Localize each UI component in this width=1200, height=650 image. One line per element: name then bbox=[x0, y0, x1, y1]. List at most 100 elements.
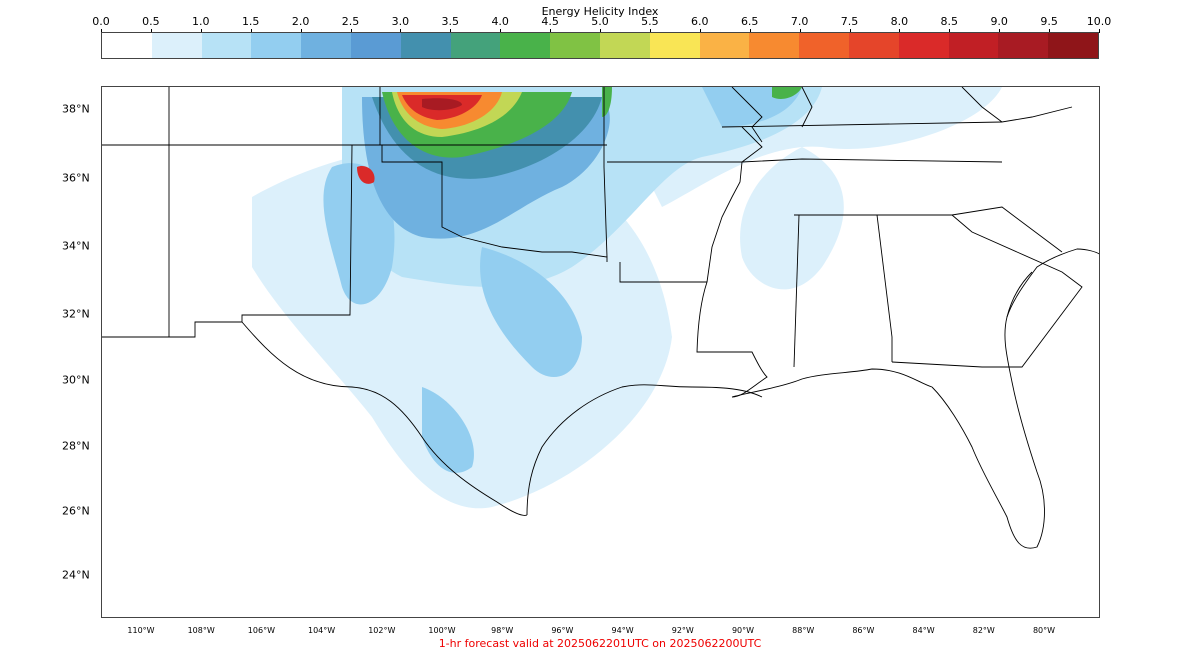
ar-mo-border bbox=[607, 126, 763, 163]
colorbar-tick-mark bbox=[250, 29, 252, 33]
colorbar-tick-mark bbox=[350, 29, 352, 33]
colorbar-tick-label: 2.0 bbox=[291, 15, 310, 28]
colorbar-tick-mark bbox=[849, 29, 851, 33]
louisiana-border bbox=[619, 262, 768, 398]
forecast-caption: 1-hr forecast valid at 2025062201UTC on … bbox=[438, 637, 762, 650]
field-blue-south bbox=[422, 387, 474, 473]
lon-label: 86°W bbox=[852, 626, 875, 635]
colorbar-tick-mark bbox=[101, 29, 102, 33]
colorbar-segment bbox=[898, 33, 949, 58]
colorbar-segment bbox=[699, 33, 750, 58]
field-blue-west bbox=[323, 163, 395, 305]
colorbar-tick-mark bbox=[200, 29, 202, 33]
colorbar-segment bbox=[998, 33, 1049, 58]
colorbar-tick-label: 5.5 bbox=[641, 15, 659, 28]
colorbar-tick-mark bbox=[1099, 29, 1100, 33]
colorbar bbox=[101, 32, 1099, 59]
colorbar-tick-mark bbox=[150, 29, 152, 33]
colorbar-segment bbox=[848, 33, 899, 58]
colorbar-segment bbox=[649, 33, 700, 58]
field-darkred bbox=[422, 98, 462, 111]
field-panhandle-red bbox=[357, 166, 375, 184]
kentucky-border bbox=[721, 121, 1003, 128]
northern-borders bbox=[731, 87, 763, 143]
gulf-coastline bbox=[731, 368, 933, 398]
colorbar-tick-mark bbox=[400, 29, 402, 33]
lon-label: 94°W bbox=[611, 626, 634, 635]
colorbar-tick-label: 0.5 bbox=[142, 15, 160, 28]
lon-label: 90°W bbox=[731, 626, 755, 635]
colorbar-tick-mark bbox=[500, 29, 502, 33]
colorbar-tick-mark bbox=[749, 29, 751, 33]
colorbar-segment bbox=[151, 33, 202, 58]
colorbar-tick-label: 0.0 bbox=[92, 15, 110, 28]
texas-border-south bbox=[241, 321, 528, 516]
colorbar-tick-mark bbox=[300, 29, 302, 33]
south-carolina-border bbox=[951, 206, 1063, 253]
lon-label: 80°W bbox=[1032, 626, 1056, 635]
lat-label: 28°N bbox=[62, 439, 90, 453]
field-green-far-north bbox=[772, 87, 802, 99]
georgia-border bbox=[877, 214, 1083, 368]
colorbar-segment bbox=[500, 33, 551, 58]
lon-label: 100°W bbox=[428, 626, 456, 635]
ohio-border bbox=[801, 87, 813, 128]
lon-label: 88°W bbox=[792, 626, 815, 635]
forecast-map bbox=[102, 87, 1099, 549]
colorbar-segment bbox=[599, 33, 650, 58]
colorbar-segment bbox=[948, 33, 999, 58]
colorbar-segment bbox=[799, 33, 849, 58]
colorbar-segment bbox=[201, 33, 252, 58]
lat-label: 32°N bbox=[62, 307, 90, 321]
colorbar-segment bbox=[749, 33, 800, 58]
colorbar-segment bbox=[550, 33, 600, 58]
lon-label: 104°W bbox=[308, 626, 336, 635]
colorbar-tick-mark bbox=[799, 29, 801, 33]
colorbar-tick-label: 10.0 bbox=[1086, 15, 1112, 28]
oklahoma-arkansas-border bbox=[603, 87, 608, 258]
colorbar-segment bbox=[301, 33, 351, 58]
field-green-northeast bbox=[602, 87, 612, 117]
colorbar-tick-label: 4.5 bbox=[541, 15, 559, 28]
colorbar-tick-mark bbox=[699, 29, 701, 33]
lon-label: 84°W bbox=[912, 626, 935, 635]
texas-coastline bbox=[526, 384, 763, 516]
colorbar-title: Energy Helicity Index bbox=[541, 5, 659, 18]
colorbar-tick-label: 4.0 bbox=[491, 15, 509, 28]
colorbar-tick-mark bbox=[450, 29, 452, 33]
lat-label: 30°N bbox=[62, 373, 90, 387]
florida-coastline bbox=[931, 271, 1045, 549]
colorbar-tick-label: 6.5 bbox=[740, 15, 759, 28]
colorbar-tick-mark bbox=[1049, 29, 1051, 33]
field-light-northeast bbox=[740, 147, 844, 290]
colorbar-tick-label: 8.0 bbox=[890, 15, 909, 28]
lon-label: 92°W bbox=[671, 626, 694, 635]
lon-label: 96°W bbox=[551, 626, 574, 635]
lon-label: 98°W bbox=[491, 626, 514, 635]
atlantic-coastline bbox=[1006, 248, 1099, 318]
field-blue-central bbox=[480, 247, 582, 377]
lat-label: 34°N bbox=[62, 239, 90, 253]
colorbar-tick-label: 1.5 bbox=[241, 15, 260, 28]
colorbar-tick-label: 8.5 bbox=[940, 15, 959, 28]
colorbar-tick-label: 6.0 bbox=[691, 15, 709, 28]
map-frame bbox=[101, 86, 1100, 618]
colorbar-tick-label: 2.5 bbox=[341, 15, 360, 28]
lon-label: 82°W bbox=[972, 626, 995, 635]
colorbar-tick-label: 9.0 bbox=[990, 15, 1008, 28]
colorbar-segment bbox=[102, 33, 152, 58]
lon-label: 106°W bbox=[247, 626, 275, 635]
wv-border bbox=[961, 87, 1073, 123]
colorbar-tick-label: 9.5 bbox=[1040, 15, 1058, 28]
colorbar-tick-label: 7.5 bbox=[840, 15, 859, 28]
lat-label: 36°N bbox=[62, 171, 90, 185]
lon-label: 110°W bbox=[127, 626, 155, 635]
oklahoma-border bbox=[352, 144, 608, 262]
mississippi-east bbox=[793, 214, 800, 368]
colorbar-tick-mark bbox=[999, 29, 1001, 33]
lat-label: 24°N bbox=[62, 568, 90, 582]
lat-label: 38°N bbox=[62, 102, 90, 116]
colorbar-segment bbox=[400, 33, 451, 58]
alabama-border bbox=[794, 214, 893, 362]
colorbar-tick-label: 3.5 bbox=[441, 15, 460, 28]
